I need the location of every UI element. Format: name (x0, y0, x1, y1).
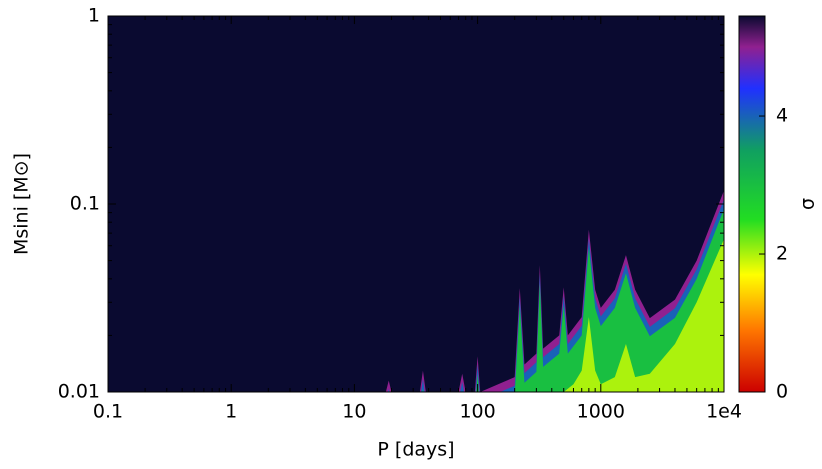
colorbar (739, 16, 765, 392)
colorbar-tick-label: 4 (776, 105, 788, 127)
colorbar-tick-label: 0 (776, 381, 788, 403)
x-tick-label: 100 (459, 401, 495, 423)
y-tick-label: 0.1 (70, 193, 100, 215)
heatmap (108, 190, 724, 392)
x-axis-label: P [days] (377, 439, 454, 461)
x-tick-label: 1e4 (706, 401, 742, 423)
colorbar-tick-label: 2 (776, 243, 788, 265)
contour-region (422, 209, 724, 392)
colorbar-frame (738, 15, 766, 393)
y-tick-label: 1 (88, 5, 100, 27)
x-tick-label: 1000 (577, 401, 625, 423)
colorbar-label: σ (797, 198, 819, 210)
x-tick-label: 0.1 (93, 401, 123, 423)
contour-region (563, 239, 724, 392)
y-tick-label: 0.01 (58, 381, 100, 403)
x-tick-label: 1 (225, 401, 237, 423)
y-axis-label: Msini [M⊙] (11, 153, 33, 255)
x-tick-label: 10 (342, 401, 366, 423)
